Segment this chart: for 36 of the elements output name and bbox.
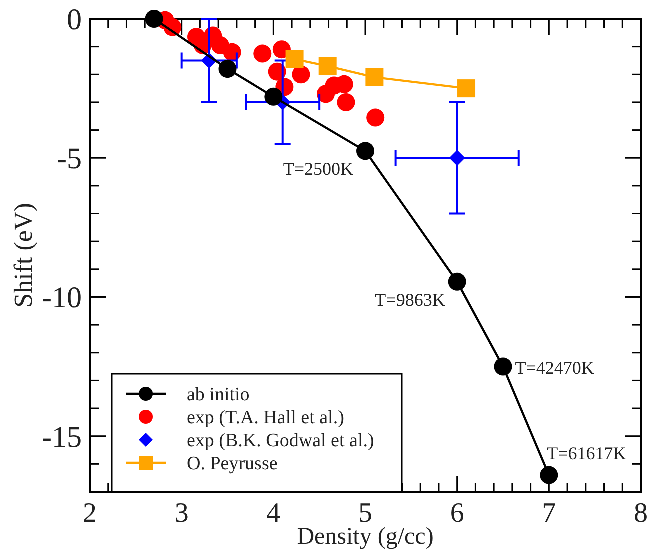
x-tick-label: 3 <box>174 498 189 529</box>
point <box>449 150 466 166</box>
point <box>366 108 385 127</box>
point <box>356 142 374 160</box>
point <box>264 88 283 106</box>
point <box>366 68 384 86</box>
x-tick-label: 6 <box>450 498 464 529</box>
point <box>254 44 272 63</box>
point <box>540 466 558 484</box>
legend-label: exp (T.A. Hall et al.) <box>187 408 344 429</box>
point <box>272 40 291 59</box>
y-tick-label: -15 <box>42 420 82 454</box>
x-tick-label: 4 <box>266 498 281 529</box>
x-tick-label: 7 <box>542 498 556 529</box>
point <box>494 358 512 376</box>
point <box>145 10 164 28</box>
y-tick-label: 0 <box>67 4 82 36</box>
legend-label: exp (B.K. Godwal et al.) <box>187 430 374 452</box>
y-axis-title: Shift (eV) <box>9 203 38 308</box>
point <box>218 60 237 78</box>
y-tick-label: -5 <box>57 142 82 176</box>
y-tick-label: -10 <box>42 282 82 315</box>
point <box>318 57 337 76</box>
legend-label: ab initio <box>187 384 250 406</box>
point <box>337 93 356 112</box>
point <box>448 272 466 291</box>
x-tick-label: 8 <box>634 498 648 529</box>
legend-label: O. Peyrusse <box>187 454 278 475</box>
point <box>292 66 310 84</box>
x-tick-label: 2 <box>83 498 97 529</box>
annotation: T=42470K <box>515 358 594 378</box>
annotation: T=61617K <box>547 443 626 464</box>
point <box>286 50 304 68</box>
annotation: T=9863K <box>375 290 446 310</box>
annotation: T=2500K <box>283 159 354 180</box>
point <box>458 80 476 98</box>
